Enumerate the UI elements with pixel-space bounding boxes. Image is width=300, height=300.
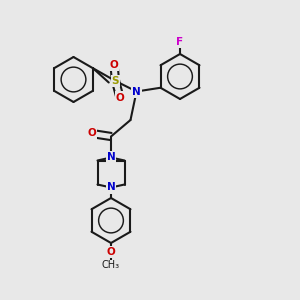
Text: S: S [112,76,119,86]
Text: O: O [106,247,116,257]
Text: N: N [106,152,116,163]
Text: O: O [116,92,124,103]
Text: CH₃: CH₃ [102,260,120,271]
Text: F: F [176,37,184,47]
Text: O: O [87,128,96,139]
Text: N: N [132,86,141,97]
Text: O: O [110,59,118,70]
Text: N: N [106,182,116,193]
